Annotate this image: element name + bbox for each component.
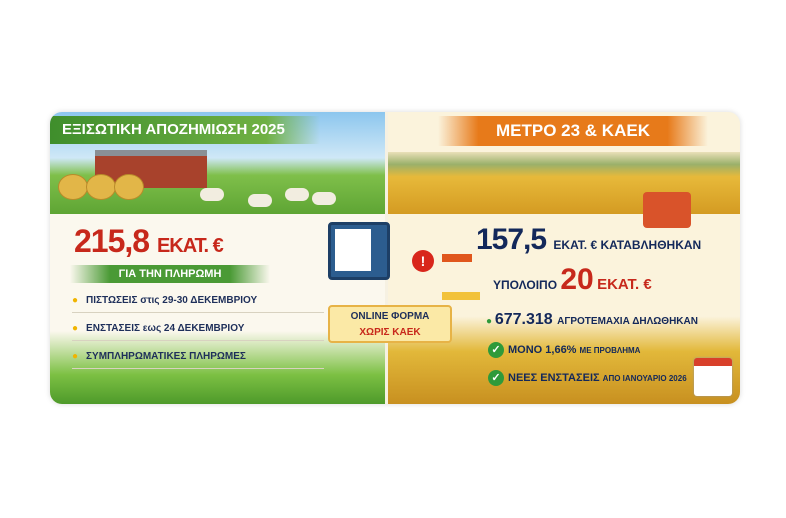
- form-document-icon: [335, 229, 371, 271]
- arrow-icon: [442, 254, 472, 262]
- payment-subtitle: ΓΙΑ ΤΗΝ ΠΛΗΡΩΜΗ: [70, 265, 270, 283]
- sheep-icon: [312, 192, 336, 205]
- online-form-badge: ONLINE ΦΟΡΜΑ ΧΩΡΙΣ ΚΑΕΚ: [328, 305, 452, 343]
- check-text: ΝΕΕΣ ΕΝΣΤΑΣΕΙΣ: [508, 372, 600, 384]
- bullet-item: ΠΙΣΤΩΣΕΙΣ στις 29-30 ΔΕΚΕΜΒΡΙΟΥ: [72, 294, 324, 313]
- remaining-value: 20: [560, 263, 594, 296]
- remaining-label: ΥΠΟΛΟΙΠΟ: [493, 278, 558, 292]
- remaining-amount: ΥΠΟΛΟΙΠΟ 20 ΕΚΑΤ. €: [493, 262, 652, 303]
- parcels-text: ΑΓΡΟΤΕΜΑΧΙΑ ΔΗΛΩΘΗΚΑΝ: [557, 316, 698, 327]
- bullet-item: ΕΝΣΤΑΣΕΙΣ εως 24 ΔΕΚΕΜΒΡΙΟΥ: [72, 322, 324, 341]
- check-subtext: ΜΕ ΠΡΟΒΛΗΜΑ: [579, 346, 641, 355]
- hay-bale-icon: [114, 174, 144, 200]
- calendar-icon: [694, 358, 732, 396]
- bullet-item: ΣΥΜΠΛΗΡΩΜΑΤΙΚΕΣ ΠΛΗΡΩΜΕΣ: [72, 350, 324, 369]
- paid-value: 157,5: [476, 223, 547, 256]
- parcels-number: 677.318: [494, 311, 553, 328]
- infographic: ΕΞΙΣΩΤΙΚΗ ΑΠΟΖΗΜΙΩΣΗ 2025 215,8 ΕΚΑΤ. € …: [50, 112, 740, 404]
- check-icon: ✓: [488, 342, 504, 358]
- online-form-text: ONLINE ΦΟΡΜΑ: [350, 311, 430, 322]
- right-panel: ΜΕΤΡΟ 23 & ΚΑΕΚ 157,5 ΕΚΑΤ. € ΚΑΤΑΒΛΗΘΗΚ…: [388, 112, 740, 404]
- paid-amount: 157,5 ΕΚΑΤ. € ΚΑΤΑΒΛΗΘΗΚΑΝ: [476, 222, 701, 263]
- amount-value: 215,8: [74, 223, 150, 259]
- no-kaek-text: ΧΩΡΙΣ ΚΑΕΚ: [359, 327, 421, 338]
- bullet-dot-icon: ●: [486, 316, 495, 327]
- amount-unit: ΕΚΑΤ. €: [156, 235, 224, 257]
- hay-bale-icon: [86, 174, 116, 200]
- wheat-field-scene: [388, 152, 740, 228]
- remaining-unit: ΕΚΑΤ. €: [597, 276, 652, 293]
- parcels-declared: ● 677.318 ΑΓΡΟΤΕΜΑΧΙΑ ΔΗΛΩΘΗΚΑΝ: [486, 310, 698, 332]
- check-text: ΜΟΝΟ 1,66%: [508, 344, 577, 356]
- computer-monitor-icon: [328, 222, 390, 280]
- right-title: ΜΕΤΡΟ 23 & ΚΑΕΚ: [438, 116, 708, 146]
- sheep-icon: [248, 194, 272, 207]
- tractor-icon: [643, 192, 691, 228]
- arrow-icon: [442, 292, 480, 300]
- sheep-icon: [285, 188, 309, 201]
- hay-bale-icon: [58, 174, 88, 200]
- check-subtext: ΑΠΟ ΙΑΝΟΥΑΡΙΟ 2026: [602, 374, 687, 383]
- exclamation-icon: !: [412, 250, 434, 272]
- payment-amount: 215,8 ΕΚΑΤ. €: [74, 222, 224, 265]
- sheep-icon: [200, 188, 224, 201]
- check-item: ✓ ΜΟΝΟ 1,66% ΜΕ ΠΡΟΒΛΗΜΑ: [488, 342, 640, 359]
- paid-text: ΕΚΑΤ. € ΚΑΤΑΒΛΗΘΗΚΑΝ: [553, 238, 702, 252]
- left-title: ΕΞΙΣΩΤΙΚΗ ΑΠΟΖΗΜΙΩΣΗ 2025: [50, 116, 320, 144]
- check-item: ✓ ΝΕΕΣ ΕΝΣΤΑΣΕΙΣ ΑΠΟ ΙΑΝΟΥΑΡΙΟ 2026: [488, 370, 687, 387]
- check-icon: ✓: [488, 370, 504, 386]
